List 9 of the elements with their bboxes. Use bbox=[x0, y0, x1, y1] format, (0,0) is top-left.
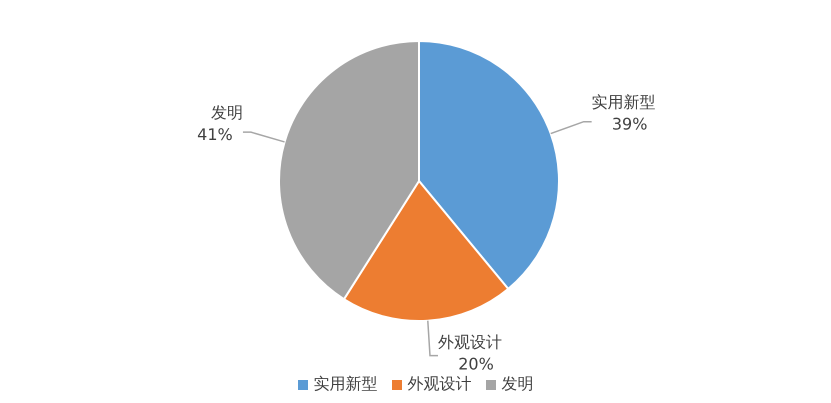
data-label: 20% bbox=[458, 354, 494, 374]
slice-label: 实用新型 bbox=[592, 92, 656, 112]
slice-label: 发明 bbox=[210, 103, 243, 122]
legend-label: 发明 bbox=[502, 374, 534, 395]
legend-label: 外观设计 bbox=[408, 374, 472, 395]
data-label: 41% bbox=[197, 125, 233, 144]
slice-label: 外观设计 bbox=[438, 332, 502, 352]
legend-label: 实用新型 bbox=[314, 374, 378, 395]
data-label: 39% bbox=[612, 114, 648, 134]
